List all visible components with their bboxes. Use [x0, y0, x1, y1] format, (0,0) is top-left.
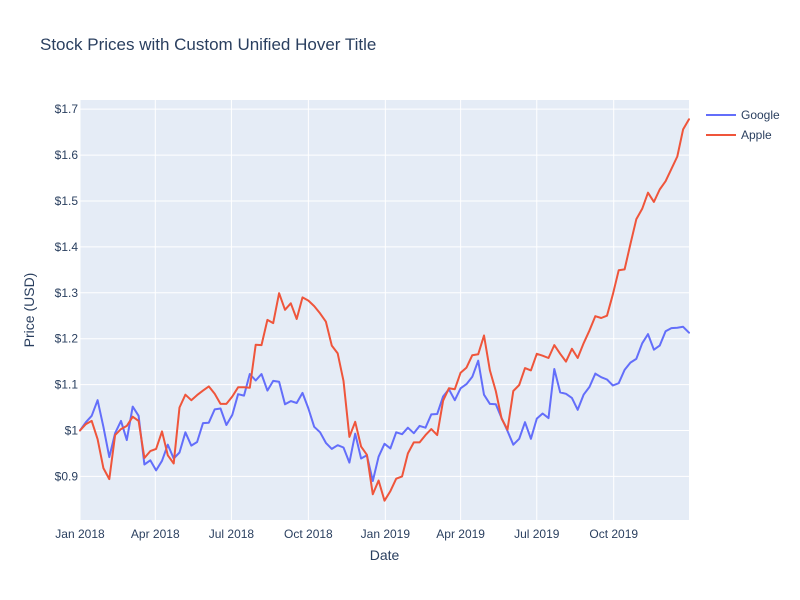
x-tick-label: Jul 2019: [514, 527, 560, 541]
x-tick-label: Oct 2019: [589, 527, 638, 541]
x-tick-label: Apr 2019: [436, 527, 485, 541]
x-axis-label: Date: [370, 547, 400, 563]
legend-label: Google: [741, 108, 780, 122]
legend[interactable]: Google Apple: [706, 108, 780, 142]
y-axis-label: Price (USD): [21, 273, 37, 348]
x-axis-ticks: Jan 2018 Apr 2018 Jul 2018 Oct 2018 Jan 2019…: [55, 527, 638, 541]
series-line-apple[interactable]: [79, 118, 690, 502]
legend-item-google[interactable]: Google: [706, 108, 780, 122]
y-tick-label: $1.2: [55, 332, 79, 346]
series-line-google[interactable]: [79, 325, 690, 482]
y-tick-label: $1.4: [55, 240, 79, 254]
y-tick-label: $1.6: [55, 148, 79, 162]
series-lines: [79, 118, 690, 502]
y-tick-label: $0.9: [55, 469, 79, 483]
legend-label: Apple: [741, 128, 772, 142]
x-tick-label: Oct 2018: [284, 527, 333, 541]
x-tick-label: Apr 2018: [131, 527, 180, 541]
plot-area: [80, 100, 689, 520]
chart-title: Stock Prices with Custom Unified Hover T…: [40, 35, 376, 54]
y-tick-label: $1.3: [55, 286, 79, 300]
y-axis-ticks: $0.9 $1 $1.1 $1.2 $1.3 $1.4 $1.5 $1.6 $1.7: [55, 102, 79, 483]
x-tick-label: Jan 2019: [361, 527, 411, 541]
x-tick-label: Jan 2018: [55, 527, 105, 541]
y-tick-label: $1.7: [55, 102, 79, 116]
y-tick-label: $1.1: [55, 378, 79, 392]
legend-item-apple[interactable]: Apple: [706, 128, 772, 142]
x-tick-label: Jul 2018: [209, 527, 255, 541]
y-tick-label: $1.5: [55, 194, 79, 208]
y-tick-label: $1: [65, 423, 79, 437]
grid-lines: [79, 100, 689, 520]
